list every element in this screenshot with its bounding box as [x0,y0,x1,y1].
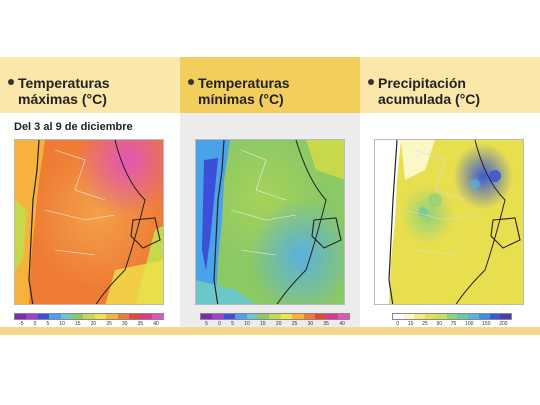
color-swatch [106,314,118,319]
tick-label: 10 [407,321,414,327]
tick-label: 5 [46,321,50,327]
tick-label: -5 [19,321,24,327]
color-swatch [478,314,490,319]
color-swatch [201,314,213,319]
color-swatch [246,314,258,319]
scale-ticks: 5 0 5 10 15 20 25 30 35 40 [200,321,350,327]
color-swatch [151,314,164,319]
bullet-icon [368,79,374,85]
color-swatch [140,314,152,319]
color-swatch [303,314,315,319]
color-swatch [500,314,512,319]
tick-label: 40 [339,321,345,327]
color-swatch [435,314,447,319]
color-swatch [292,314,304,319]
color-swatch [393,314,404,319]
scale-ticks: 0 10 25 50 75 100 150 200 [392,321,512,327]
scale-ticks: -5 0 5 10 15 20 25 30 35 40 [14,321,164,327]
tick-label: 100 [465,321,474,327]
tick-label: 75 [450,321,457,327]
legend-scale-precip: 0 10 25 50 75 100 150 200 [392,313,512,335]
tick-label: 150 [482,321,491,327]
panel-title: Precipitación acumulada (°C) [368,75,536,107]
color-bar [14,313,164,320]
tick-label: 15 [75,321,81,327]
tick-label: 20 [90,321,97,327]
map-min-temp [195,139,345,305]
color-swatch [403,314,415,319]
panel-title: Temperaturas mínimas (°C) [188,75,356,107]
panel-precipitation: Precipitación acumulada (°C) [360,67,540,327]
tick-label: 0 [218,321,221,327]
panel-title: Temperaturas máximas (°C) [8,75,176,107]
tick-label: 20 [275,321,282,327]
color-swatch [71,314,84,319]
map-precipitation [374,139,524,305]
color-swatch [128,314,141,319]
tick-label: 5 [205,321,208,327]
legend-scale-max: -5 0 5 10 15 20 25 30 35 40 [14,313,164,335]
color-bar [392,313,512,320]
tick-label: 40 [153,321,159,327]
panel-min-temp: Temperaturas mínimas (°C) [180,67,360,327]
color-swatch [60,314,72,319]
tick-label: 200 [499,321,508,327]
tick-label: 25 [291,321,298,327]
color-swatch [489,314,501,319]
top-strip [0,57,540,67]
tick-label: 0 [33,321,37,327]
color-swatch [235,314,247,319]
color-swatch [337,314,350,319]
color-swatch [37,314,50,319]
color-swatch [94,314,107,319]
color-swatch [26,314,38,319]
panel-max-temp: Temperaturas máximas (°C) Del 3 al 9 de … [0,67,180,327]
tick-label: 30 [307,321,314,327]
tick-label: 25 [106,321,112,327]
color-swatch [326,314,338,319]
tick-label: 25 [422,321,428,327]
color-bar [200,313,350,320]
color-swatch [414,314,426,319]
date-range: Del 3 al 9 de diciembre [14,121,133,133]
color-swatch [117,314,129,319]
color-swatch [269,314,281,319]
tick-label: 5 [231,321,234,327]
color-swatch [314,314,327,319]
tick-label: 10 [59,321,65,327]
color-swatch [83,314,95,319]
tick-label: 10 [244,321,250,327]
color-swatch [15,314,27,319]
panel-header: Precipitación acumulada (°C) [360,67,540,113]
color-swatch [446,314,458,319]
tick-label: 0 [396,321,400,327]
color-swatch [223,314,236,319]
color-swatch [49,314,61,319]
tick-label: 50 [436,321,443,327]
tick-label: 30 [121,321,128,327]
tick-label: 35 [323,321,329,327]
color-swatch [425,314,436,319]
tick-label: 35 [137,321,144,327]
color-swatch [257,314,270,319]
color-swatch [457,314,469,319]
legend-scale-min: 5 0 5 10 15 20 25 30 35 40 [200,313,350,335]
map-max-temp [14,139,164,305]
tick-label: 15 [260,321,266,327]
panel-header: Temperaturas mínimas (°C) [180,67,360,113]
bullet-icon [188,79,194,85]
color-swatch [280,314,293,319]
color-swatch [468,314,479,319]
panel-header: Temperaturas máximas (°C) [0,67,180,113]
color-swatch [212,314,224,319]
bullet-icon [8,79,14,85]
bottom-strip [0,327,540,335]
